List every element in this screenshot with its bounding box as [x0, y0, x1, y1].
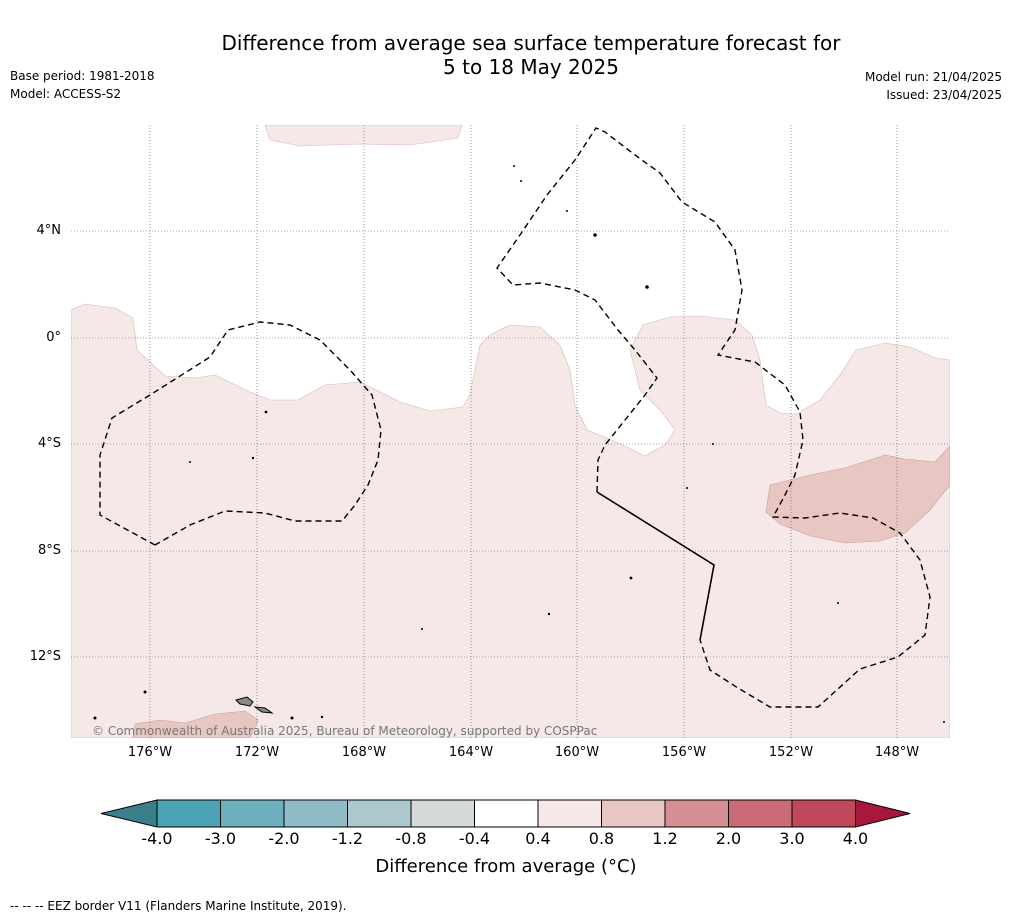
colorbar-label: Difference from average (°C)	[375, 856, 637, 877]
model-run: Model run: 21/04/2025	[864, 70, 1002, 84]
lon-label-172w: 172°W	[234, 745, 280, 760]
colorbar-under-triangle	[100, 799, 158, 828]
base-period: Base period: 1981-2018	[10, 69, 155, 83]
island-samoa-upolu	[235, 696, 254, 707]
anomaly-region-light-north	[264, 125, 463, 147]
colorbar-segment	[347, 799, 412, 828]
colorbar-tick: 0.8	[588, 829, 615, 848]
lat-label-12s: 12°S	[29, 649, 61, 664]
colorbar-tick: -2.0	[268, 829, 300, 848]
lat-label-0: 0°	[46, 330, 61, 345]
meta-right: Model run: 21/04/2025 Issued: 23/04/2025	[865, 68, 1002, 104]
lat-label-4s: 4°S	[37, 436, 61, 451]
colorbar-tick: -3.0	[204, 829, 237, 848]
colorbar-tick: 3.0	[779, 829, 805, 848]
graticule	[71, 125, 950, 738]
colorbar-tick: -1.2	[331, 829, 364, 848]
atoll	[251, 456, 255, 460]
anomaly-region-moderate-sw	[132, 710, 259, 738]
lon-label-148w: 148°W	[874, 745, 920, 760]
issued-date: Issued: 23/04/2025	[886, 88, 1002, 102]
model-name: Model: ACCESS-S2	[10, 87, 122, 101]
atoll	[943, 721, 945, 723]
eez-borders	[99, 127, 931, 708]
lon-label-152w: 152°W	[768, 745, 814, 760]
atolls	[93, 165, 945, 723]
eez-border-tokelau	[99, 321, 382, 546]
anomaly-region-moderate	[765, 445, 950, 544]
colorbar-segment	[664, 799, 729, 828]
atoll	[290, 716, 294, 720]
atoll	[520, 180, 522, 182]
atoll	[547, 612, 551, 616]
colorbar-segment	[283, 799, 348, 828]
lat-label-8s: 8°S	[37, 543, 61, 558]
atoll	[93, 716, 97, 720]
colorbar-tick: 4.0	[842, 829, 869, 848]
atoll	[645, 285, 649, 289]
atoll	[593, 233, 597, 237]
colorbar-segment	[220, 799, 285, 828]
map-area	[71, 125, 950, 738]
atoll	[421, 628, 423, 630]
eez-footnote: -- -- -- EEZ border V11 (Flanders Marine…	[10, 899, 347, 913]
atoll	[264, 410, 268, 414]
colorbar-segment	[156, 799, 221, 828]
colorbar-tick: 1.2	[652, 829, 678, 848]
title-line-1: Difference from average sea surface temp…	[221, 31, 841, 55]
map-title: Difference from average sea surface temp…	[0, 31, 1011, 79]
colorbar-tick: 2.0	[715, 829, 742, 848]
eez-border-phoenix-line	[496, 127, 931, 708]
title-line-2: 5 to 18 May 2025	[443, 55, 619, 79]
lon-label-168w: 168°W	[341, 745, 387, 760]
anomaly-region-light	[71, 303, 950, 738]
colorbar-tick: -0.8	[395, 829, 427, 848]
colorbar-segment	[410, 799, 475, 828]
colorbar-segment	[601, 799, 666, 828]
lat-label-4n: 4°N	[36, 223, 62, 238]
colorbar-segment	[728, 799, 793, 828]
atoll	[566, 210, 568, 212]
colorbar-segment	[474, 799, 539, 828]
colorbar-over-triangle	[855, 799, 911, 828]
lon-label-156w: 156°W	[661, 745, 707, 760]
meta-left: Base period: 1981-2018 Model: ACCESS-S2	[10, 67, 155, 103]
atoll	[712, 443, 714, 445]
atoll	[629, 576, 633, 580]
atoll	[320, 715, 324, 719]
atoll	[143, 690, 147, 694]
lon-label-160w: 160°W	[554, 745, 600, 760]
copyright-notice: © Commonwealth of Australia 2025, Bureau…	[92, 724, 598, 738]
lon-label-176w: 176°W	[127, 745, 173, 760]
colorbar-tick: -4.0	[141, 829, 173, 848]
island-samoa-tutuila	[253, 706, 274, 714]
atoll	[686, 487, 688, 489]
lon-label-164w: 164°W	[448, 745, 494, 760]
eez-border-solid	[596, 491, 715, 641]
atoll	[513, 165, 515, 167]
colorbar-segment	[791, 799, 856, 828]
islands	[235, 696, 274, 714]
atoll	[189, 461, 191, 463]
colorbar	[100, 799, 911, 828]
colorbar-tick: 0.4	[525, 829, 551, 848]
colorbar-segment	[537, 799, 602, 828]
colorbar-tick: -0.4	[458, 829, 491, 848]
atoll	[837, 602, 839, 604]
